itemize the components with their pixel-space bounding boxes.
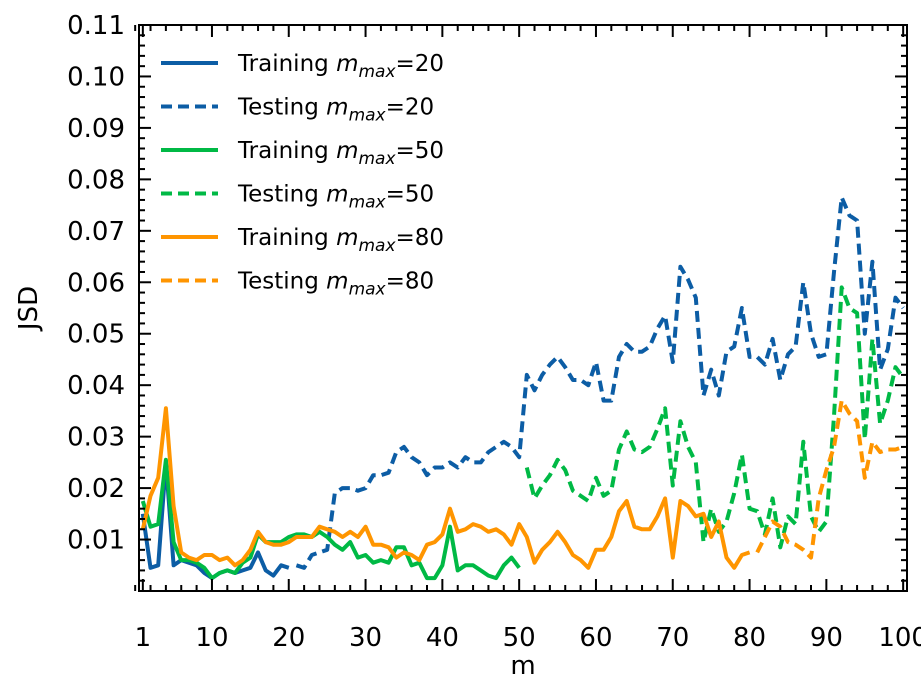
legend-label-4: Testing mmax=50	[237, 182, 434, 213]
x-tick-label: 70	[656, 623, 689, 653]
legend-label-2: Testing mmax=20	[237, 95, 434, 126]
series-line-2	[295, 195, 905, 570]
x-tick-label: 50	[503, 623, 536, 653]
legend-label-1: Training mmax=20	[237, 51, 444, 82]
x-tick-label: 100	[878, 623, 921, 653]
series-line-3	[140, 457, 521, 581]
x-tick-label: 90	[810, 623, 843, 653]
legend-label-3: Training mmax=50	[237, 138, 444, 169]
y-axis-title: JSD	[14, 286, 44, 332]
legend: Training mmax=20 Testing mmax=20 Training …	[161, 51, 444, 300]
y-tick-label: 0.09	[67, 114, 125, 144]
y-tick-label: 0.11	[67, 11, 125, 41]
axis-ticks	[134, 24, 907, 591]
series-line-5	[140, 406, 751, 570]
series-line-4	[524, 285, 905, 550]
y-tick-label: 0.05	[67, 320, 125, 350]
y-tick-label: 0.01	[67, 526, 125, 556]
x-tick-labels: 1 10 20 30 40 50 60 70 80 90 100	[135, 623, 921, 653]
series-line-6	[755, 398, 904, 560]
y-tick-label: 0.07	[67, 217, 125, 247]
x-axis-title: m	[510, 651, 535, 681]
legend-label-5: Training mmax=80	[237, 225, 444, 256]
series-lines	[140, 195, 905, 581]
y-tick-label: 0.03	[67, 423, 125, 453]
x-tick-label: 80	[733, 623, 766, 653]
y-tick-label: 0.02	[67, 474, 125, 504]
y-tick-label: 0.10	[67, 62, 125, 92]
y-tick-label: 0.04	[67, 371, 125, 401]
y-tick-label: 0.06	[67, 268, 125, 298]
x-tick-label: 1	[135, 623, 152, 653]
x-tick-label: 20	[272, 623, 305, 653]
x-tick-label: 60	[579, 623, 612, 653]
y-tick-label: 0.08	[67, 165, 125, 195]
y-tick-labels: 0.01 0.02 0.03 0.04 0.05 0.06 0.07 0.08 0.09 0.10…	[67, 11, 125, 556]
plot-frame	[138, 24, 908, 592]
x-tick-label: 40	[426, 623, 459, 653]
legend-label-6: Testing mmax=80	[237, 269, 434, 300]
x-tick-label: 10	[195, 623, 228, 653]
x-tick-label: 30	[349, 623, 382, 653]
